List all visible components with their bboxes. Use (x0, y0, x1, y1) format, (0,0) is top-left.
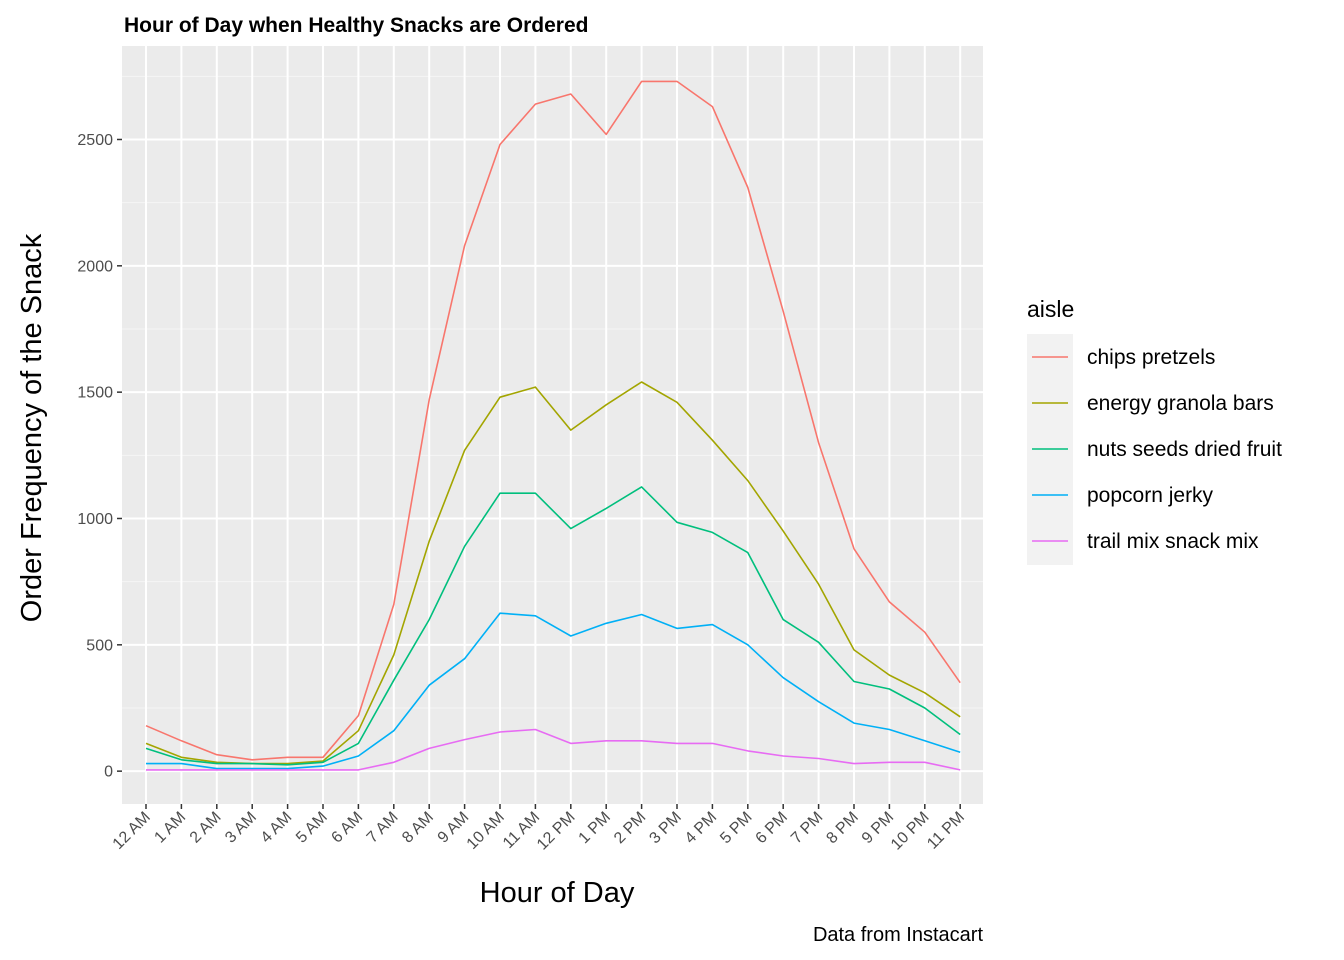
minor-gridlines (122, 75, 983, 709)
x-tick-label: 6 AM (328, 809, 366, 847)
x-axis-ticks: 12 AM1 AM2 AM3 AM4 AM5 AM6 AM7 AM8 AM9 A… (110, 804, 968, 854)
caption: Data from Instacart (813, 924, 984, 946)
legend-label: energy granola bars (1087, 392, 1274, 415)
legend-label: nuts seeds dried fruit (1087, 438, 1282, 461)
x-tick-label: 7 AM (364, 809, 402, 847)
x-tick-label: 4 AM (258, 809, 296, 847)
legend: aisle chips pretzels energy granola bars n… (1027, 296, 1282, 565)
y-axis-ticks: 0 500 1000 1500 2000 2500 (77, 132, 122, 781)
y-tick-label: 2000 (77, 258, 113, 275)
x-tick-label: 11 PM (924, 809, 968, 853)
series-line (145, 80, 961, 761)
series-line (146, 612, 961, 770)
x-tick-label: 4 PM (682, 809, 720, 847)
x-tick-label: 7 PM (788, 809, 826, 847)
chart-title: Hour of Day when Healthy Snacks are Orde… (124, 14, 588, 37)
series-line (145, 381, 961, 765)
series-lines (145, 80, 961, 771)
x-tick-label: 1 PM (576, 809, 614, 847)
x-tick-label: 3 AM (222, 809, 260, 847)
x-tick-label: 8 AM (399, 809, 437, 847)
legend-label: popcorn jerky (1087, 484, 1214, 507)
legend-title: aisle (1027, 296, 1074, 322)
plot-panel (122, 46, 983, 804)
x-tick-label: 2 PM (611, 809, 649, 847)
y-tick-label: 500 (86, 637, 113, 654)
x-tick-label: 12 AM (110, 809, 154, 853)
series-line (145, 486, 961, 766)
x-tick-label: 5 AM (293, 809, 331, 847)
legend-label: chips pretzels (1087, 346, 1215, 369)
x-tick-label: 10 PM (888, 809, 933, 854)
x-tick-label: 10 AM (464, 809, 508, 853)
y-axis-title: Order Frequency of the Snack (16, 233, 48, 622)
y-tick-label: 2500 (77, 132, 113, 149)
x-tick-label: 1 AM (151, 809, 189, 847)
x-tick-label: 2 AM (187, 809, 225, 847)
x-tick-label: 8 PM (823, 809, 861, 847)
x-tick-label: 3 PM (646, 809, 684, 847)
y-tick-label: 1000 (77, 511, 113, 528)
legend-label: trail mix snack mix (1087, 530, 1259, 553)
x-tick-label: 12 PM (534, 809, 579, 854)
y-tick-label: 0 (104, 764, 113, 781)
x-tick-label: 6 PM (753, 809, 791, 847)
x-axis-title: Hour of Day (480, 877, 635, 909)
y-tick-label: 1500 (77, 385, 113, 402)
major-gridlines (122, 46, 983, 804)
series-line (146, 728, 961, 771)
x-tick-label: 5 PM (717, 809, 755, 847)
